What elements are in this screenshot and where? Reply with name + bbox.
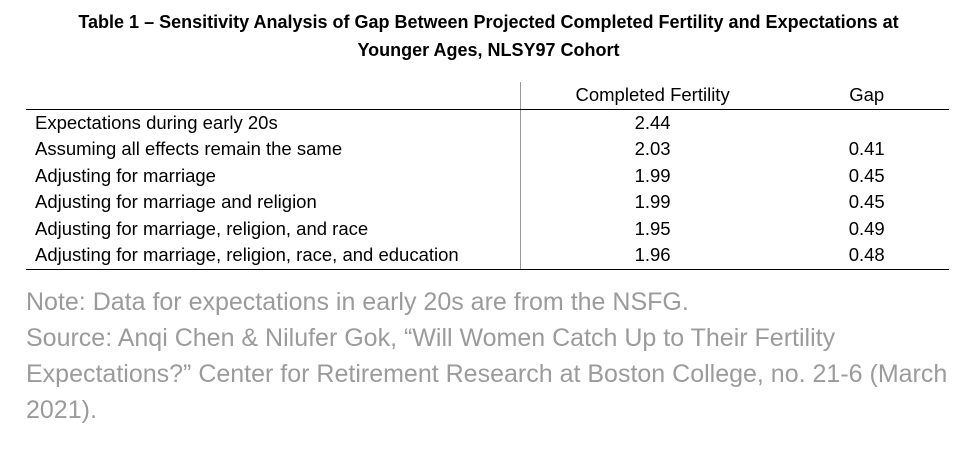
gap-cell [784, 109, 949, 136]
gap-cell: 0.48 [784, 242, 949, 270]
header-label-column [26, 82, 521, 110]
source-citation: Source: Anqi Chen & Nilufer Gok, “Will W… [26, 324, 948, 424]
row-label: Expectations during early 20s [35, 111, 278, 133]
header-gap: Gap [784, 82, 949, 110]
gap-cell: 0.49 [848, 217, 885, 239]
gap-cell: 0.45 [848, 191, 885, 212]
completed-fertility-cell: 1.96 [519, 242, 785, 270]
row-label: Adjusting for marriage [35, 164, 216, 186]
notes-section: Note: Data for expectations in early 20s… [26, 284, 966, 428]
table-header-row: Completed Fertility Gap [26, 82, 949, 110]
table-row: Adjusting for marriage and religion 1.99… [26, 189, 949, 216]
table-title-line-1: Table 1 – Sensitivity Analysis of Gap Be… [78, 12, 899, 32]
completed-fertility-cell: 1.99 [519, 162, 785, 189]
completed-fertility-cell: 1.99 [519, 189, 785, 216]
table-row: Adjusting for marriage 1.99 0.45 [26, 162, 949, 189]
table-title-line-2: Younger Ages, NLSY97 Cohort [357, 40, 620, 60]
sensitivity-table: Completed Fertility Gap Expectations dur… [26, 82, 949, 270]
table-title: Table 1 – Sensitivity Analysis of Gap Be… [0, 8, 977, 64]
gap-cell: 0.41 [848, 138, 885, 159]
completed-fertility-cell: 2.44 [519, 109, 785, 136]
table-row: Adjusting for marriage, religion, race, … [26, 242, 949, 270]
completed-fertility-cell: 2.03 [519, 136, 785, 163]
completed-fertility-cell: 1.95 [519, 215, 785, 242]
table-row: Adjusting for marriage, religion, and ra… [26, 215, 949, 242]
data-table-container: Completed Fertility Gap Expectations dur… [26, 82, 949, 270]
row-label: Adjusting for marriage, religion, and ra… [35, 217, 369, 239]
header-completed-fertility: Completed Fertility [519, 82, 785, 110]
row-label: Adjusting for marriage and religion [35, 191, 317, 212]
gap-cell: 0.45 [848, 164, 885, 186]
table-row: Expectations during early 20s 2.44 [26, 109, 949, 136]
row-label: Adjusting for marriage, religion, race, … [26, 242, 521, 270]
table-row: Assuming all effects remain the same 2.0… [26, 136, 949, 163]
data-note: Note: Data for expectations in early 20s… [26, 288, 689, 316]
row-label: Assuming all effects remain the same [35, 138, 343, 159]
